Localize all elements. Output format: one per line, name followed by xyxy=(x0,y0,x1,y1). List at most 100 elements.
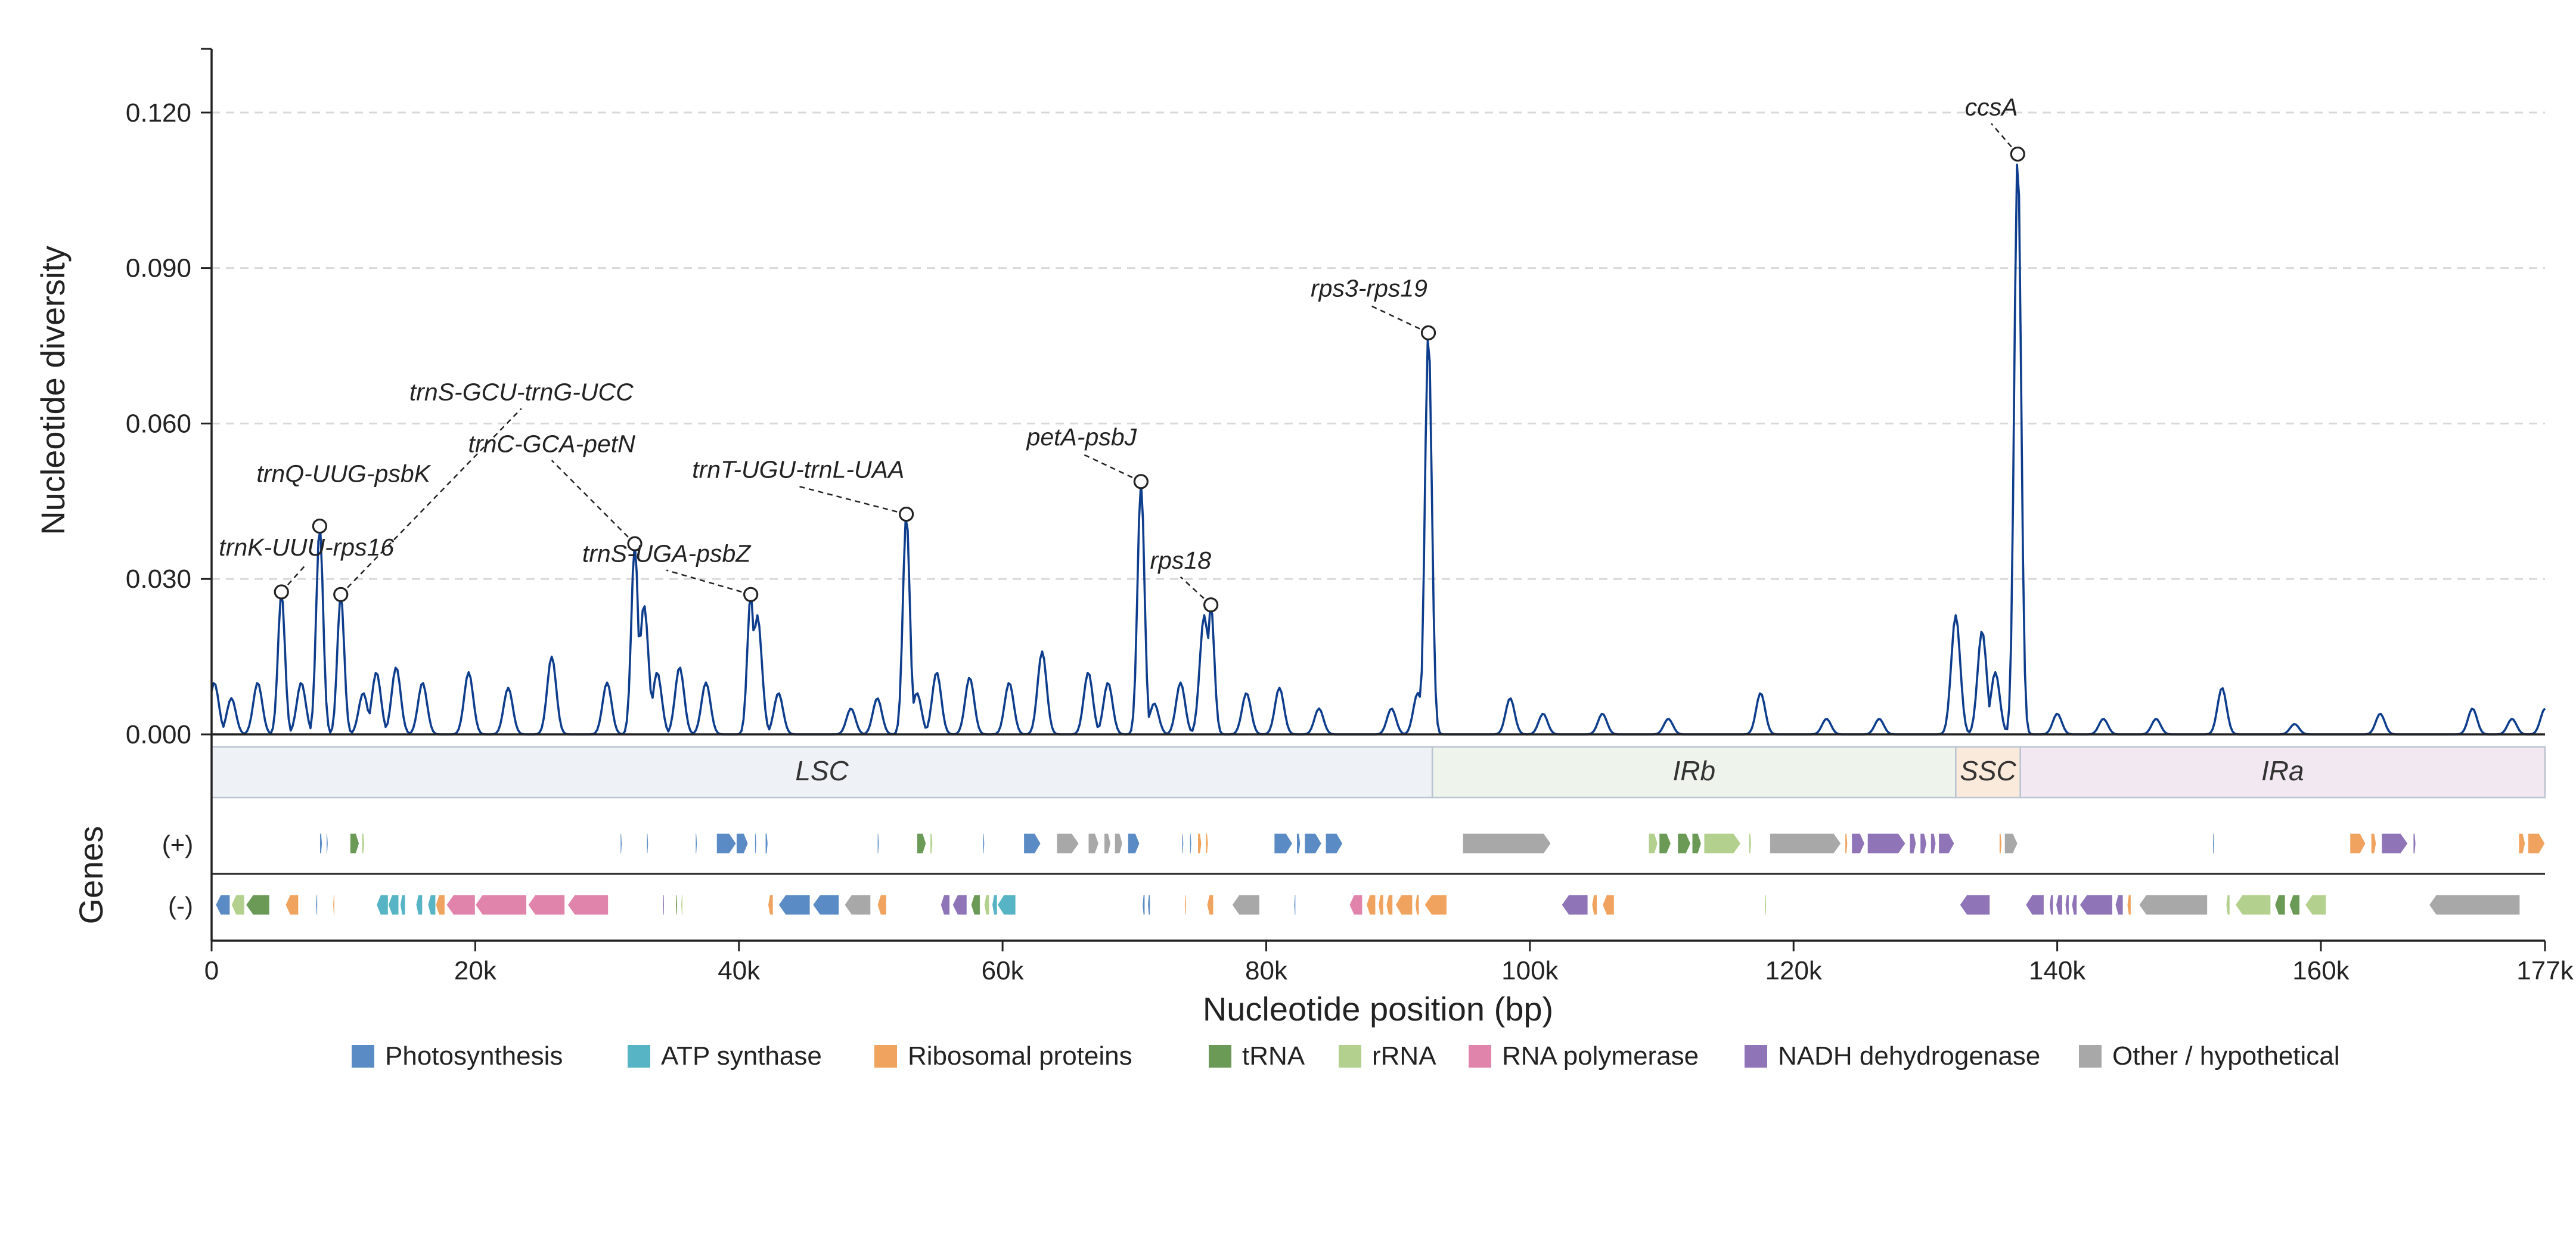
minus-strand-gene xyxy=(1349,894,1363,916)
plus-strand-gene xyxy=(1304,833,1323,854)
minus-strand-gene xyxy=(1424,894,1448,916)
peak-marker xyxy=(899,506,914,522)
plus-strand-gene xyxy=(1919,833,1928,854)
region-ssc xyxy=(1955,746,2021,799)
minus-strand-gene xyxy=(940,894,951,916)
minus-strand-gene xyxy=(1561,894,1588,916)
plus-strand-gene xyxy=(319,833,323,854)
strand-label-minus: (-) xyxy=(168,892,193,920)
minus-strand-gene xyxy=(387,894,399,916)
peak-leader-line xyxy=(666,569,751,596)
plus-strand-gene xyxy=(929,833,933,854)
plus-strand-gene xyxy=(2527,833,2546,854)
plus-strand-gene xyxy=(646,833,649,854)
plus-strand-gene xyxy=(2350,833,2366,854)
minus-strand-gene xyxy=(767,894,774,916)
plus-strand-gene xyxy=(1181,833,1184,854)
peak-marker xyxy=(312,518,327,534)
minus-strand-gene xyxy=(1231,894,1261,916)
peak-label: trnS-GCU-trnG-UCC xyxy=(409,378,634,405)
plus-strand-gene xyxy=(1462,833,1551,854)
plus-strand-gene xyxy=(1938,833,1955,854)
peak-label: ccsA xyxy=(1965,93,2018,120)
y-tick-label: 0.000 xyxy=(126,720,191,749)
plus-strand-gene xyxy=(1197,833,1202,854)
minus-strand-gene xyxy=(1764,894,1767,916)
gene-tracks xyxy=(215,833,2546,916)
y-axis-title: Nucleotide diversity xyxy=(34,246,72,535)
plus-strand-gene xyxy=(1103,833,1112,854)
minus-strand-gene xyxy=(445,894,476,916)
plus-strand-gene xyxy=(1692,833,1702,854)
plus-strand-gene xyxy=(1189,833,1192,854)
legend-label: ATP synthase xyxy=(661,1041,822,1071)
minus-strand-gene xyxy=(812,894,840,916)
axes: 0.000 0.030 0.060 0.090 0.120 0 20k 40k 60k 80k 10… xyxy=(126,48,2574,985)
plus-strand-gene xyxy=(349,833,360,854)
minus-strand-gene xyxy=(2226,894,2230,916)
minus-strand-gene xyxy=(2289,894,2301,916)
minus-strand-gene xyxy=(231,894,245,916)
plus-strand-gene xyxy=(1930,833,1936,854)
peak-label: trnT-UGU-trnL-UAA xyxy=(692,456,904,483)
plus-strand-gene xyxy=(2370,833,2377,854)
plus-strand-gene xyxy=(325,833,329,854)
genome-regions: LSC IRb SSC IRa xyxy=(210,746,2546,799)
plus-strand-gene xyxy=(1677,833,1692,854)
plus-strand-gene xyxy=(2413,833,2416,854)
plus-strand-gene xyxy=(2381,833,2409,854)
minus-strand-gene xyxy=(474,894,527,916)
minus-strand-gene xyxy=(1414,894,1420,916)
minus-strand-gene xyxy=(2115,894,2124,916)
minus-strand-gene xyxy=(2304,894,2327,916)
plus-strand-gene xyxy=(1851,833,1866,854)
legend-label: NADH dehydrogenase xyxy=(1778,1041,2040,1071)
minus-strand-gene xyxy=(2025,894,2045,916)
peak-leader-line xyxy=(340,408,522,596)
x-tick-label: 160k xyxy=(2292,956,2350,985)
minus-strand-gene xyxy=(332,894,336,916)
peak-marker xyxy=(1133,474,1149,489)
minus-strand-gene xyxy=(1206,894,1214,916)
region-lsc xyxy=(210,746,1433,799)
peak-marker xyxy=(1420,325,1436,340)
plus-strand-gene xyxy=(1023,833,1041,854)
legend-swatch xyxy=(1209,1045,1231,1068)
peak-leader-line xyxy=(551,460,635,545)
plus-strand-gene xyxy=(765,833,769,854)
minus-strand-gene xyxy=(2274,894,2286,916)
region-label-ira: IRa xyxy=(2261,755,2304,786)
plus-strand-gene xyxy=(754,833,757,854)
minus-strand-gene xyxy=(1395,894,1413,916)
x-tick-label: 0 xyxy=(204,956,219,985)
peak-leader-line xyxy=(1991,123,2019,155)
minus-strand-gene xyxy=(285,894,299,916)
plus-strand-gene xyxy=(2004,833,2018,854)
minus-strand-gene xyxy=(415,894,423,916)
plus-strand-gene xyxy=(2212,833,2215,854)
minus-strand-gene xyxy=(2049,894,2054,916)
minus-strand-gene xyxy=(970,894,981,916)
minus-strand-gene xyxy=(877,894,887,916)
region-label-irb: IRb xyxy=(1672,755,1715,786)
legend: Photosynthesis ATP synthase Ribosomal prot… xyxy=(352,1041,2340,1071)
plus-strand-gene xyxy=(1769,833,1842,854)
peak-leader-line xyxy=(1180,576,1212,606)
plus-strand-gene xyxy=(735,833,749,854)
minus-strand-gene xyxy=(1293,894,1296,916)
plus-strand-gene xyxy=(1088,833,1100,854)
x-tick-label: 100k xyxy=(1501,956,1559,985)
plus-strand-gene xyxy=(1844,833,1848,854)
legend-swatch xyxy=(1469,1045,1491,1068)
minus-strand-gene xyxy=(952,894,967,916)
peak-marker xyxy=(743,587,759,602)
minus-strand-gene xyxy=(997,894,1016,916)
minus-strand-gene xyxy=(1386,894,1393,916)
minus-strand-gene xyxy=(991,894,998,916)
plus-strand-gene xyxy=(1127,833,1140,854)
minus-strand-gene xyxy=(435,894,446,916)
minus-strand-gene xyxy=(2234,894,2271,916)
peak-marker xyxy=(2010,146,2025,162)
plus-strand-gene xyxy=(1205,833,1209,854)
peak-marker xyxy=(1203,597,1219,613)
